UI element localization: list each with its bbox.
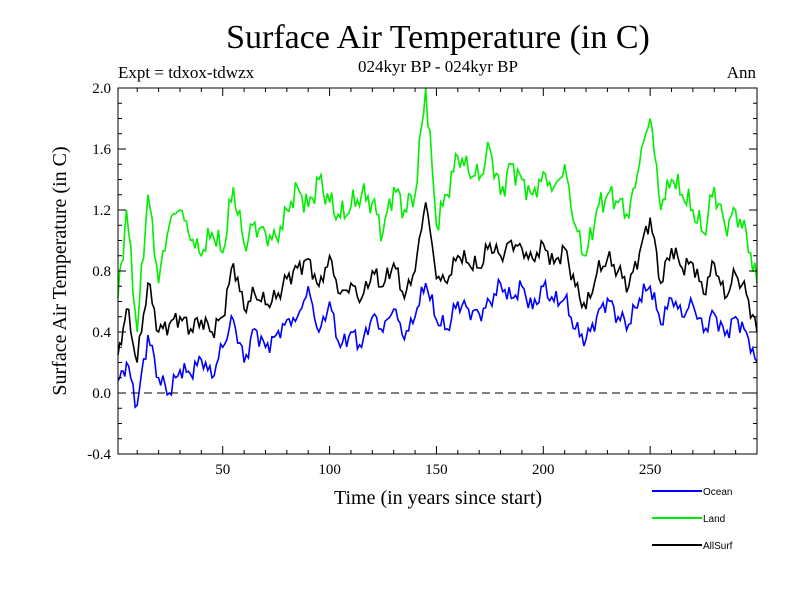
y-tick-label: 2.0 bbox=[92, 81, 111, 97]
legend: Ocean Land AllSurf bbox=[652, 487, 733, 552]
x-tick-label: 100 bbox=[318, 462, 341, 478]
series-group bbox=[117, 87, 758, 409]
chart-subtitle: 024kyr BP - 024kyr BP bbox=[358, 57, 518, 76]
x-tick-label: 150 bbox=[425, 462, 448, 478]
x-axis: 50 100 150 200 250 bbox=[136, 88, 758, 478]
series-line-ocean bbox=[117, 277, 758, 409]
plot-area: 50 100 150 200 250 -0.4 0.0 0.4 0.8 1.2 1.6 2.0 bbox=[87, 81, 758, 478]
y-tick-label: 1.2 bbox=[92, 203, 111, 219]
y-tick-label: -0.4 bbox=[87, 447, 111, 463]
legend-label-ocean: Ocean bbox=[703, 487, 732, 498]
y-axis: -0.4 0.0 0.4 0.8 1.2 1.6 2.0 bbox=[87, 81, 757, 463]
season-label: Ann bbox=[727, 63, 757, 82]
chart-title: Surface Air Temperature (in C) bbox=[226, 19, 650, 56]
y-tick-label: 1.6 bbox=[92, 142, 111, 158]
x-tick-label: 200 bbox=[532, 462, 555, 478]
series-line-land bbox=[117, 87, 758, 333]
series-line-allsurf bbox=[117, 202, 758, 363]
x-tick-label: 50 bbox=[215, 462, 230, 478]
y-tick-label: 0.4 bbox=[92, 325, 111, 341]
x-axis-label: Time (in years since start) bbox=[334, 487, 542, 509]
experiment-label: Expt = tdxox-tdwzx bbox=[118, 63, 255, 82]
y-tick-label: 0.8 bbox=[92, 264, 111, 280]
plot-frame bbox=[117, 87, 758, 455]
y-tick-label: 0.0 bbox=[92, 386, 111, 402]
y-axis-label: Surface Air Temperature (in C) bbox=[49, 146, 71, 395]
legend-label-land: Land bbox=[703, 514, 725, 525]
x-tick-label: 250 bbox=[639, 462, 662, 478]
legend-label-allsurf: AllSurf bbox=[703, 541, 733, 552]
